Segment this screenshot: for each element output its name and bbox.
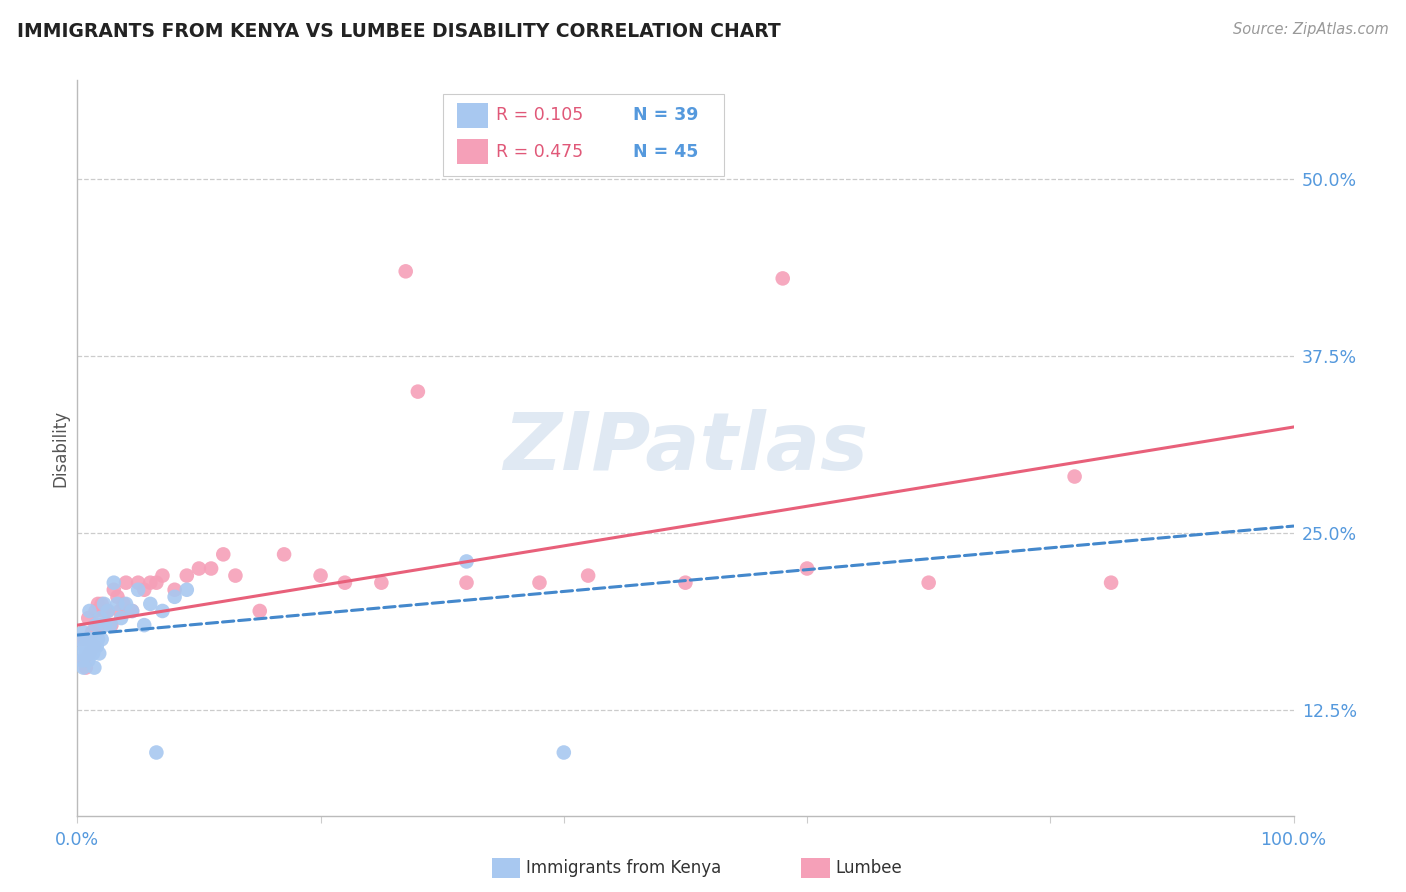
Point	[406, 384, 429, 399]
Point	[121, 604, 143, 618]
Point	[84, 618, 107, 632]
Point	[86, 640, 108, 654]
Point	[796, 561, 818, 575]
Point	[80, 640, 103, 654]
Point	[82, 647, 104, 661]
Point	[249, 604, 271, 618]
Point	[90, 597, 112, 611]
Point	[90, 632, 112, 647]
Point	[70, 653, 93, 667]
Point	[456, 554, 478, 568]
Point	[370, 575, 392, 590]
Point	[112, 597, 135, 611]
Point	[152, 568, 174, 582]
Point	[145, 746, 167, 760]
Y-axis label: Disability: Disability	[51, 409, 69, 487]
Point	[89, 618, 111, 632]
Point	[176, 582, 198, 597]
Point	[108, 604, 131, 618]
Point	[75, 660, 97, 674]
Point	[79, 647, 101, 661]
Point	[93, 604, 115, 618]
Point	[529, 575, 551, 590]
Point	[139, 575, 162, 590]
Point	[97, 604, 120, 618]
Text: R = 0.475: R = 0.475	[496, 143, 583, 161]
Point	[97, 604, 120, 618]
Point	[107, 590, 129, 604]
Point	[69, 632, 91, 647]
Point	[395, 264, 418, 278]
Point	[80, 625, 103, 640]
Point	[103, 582, 125, 597]
Point	[115, 575, 138, 590]
Point	[75, 647, 97, 661]
Point	[83, 640, 105, 654]
Point	[1099, 575, 1122, 590]
Point	[79, 604, 101, 618]
Point	[70, 647, 93, 661]
Point	[772, 271, 794, 285]
Point	[100, 618, 122, 632]
Point	[200, 561, 222, 575]
Point	[98, 618, 121, 632]
Point	[145, 575, 167, 590]
Text: ZIPatlas: ZIPatlas	[503, 409, 868, 487]
Point	[675, 575, 697, 590]
Point	[134, 582, 156, 597]
Point	[72, 625, 94, 640]
Point	[84, 604, 107, 618]
Point	[918, 575, 941, 590]
Point	[127, 582, 149, 597]
Point	[110, 611, 132, 625]
Text: IMMIGRANTS FROM KENYA VS LUMBEE DISABILITY CORRELATION CHART: IMMIGRANTS FROM KENYA VS LUMBEE DISABILI…	[17, 22, 780, 41]
Point	[79, 647, 101, 661]
Point	[127, 575, 149, 590]
Point	[76, 632, 98, 647]
Point	[152, 604, 174, 618]
Point	[72, 660, 94, 674]
Point	[224, 568, 246, 582]
Point	[188, 561, 211, 575]
Text: N = 45: N = 45	[633, 143, 697, 161]
Point	[115, 597, 138, 611]
Point	[89, 647, 111, 661]
Point	[134, 618, 156, 632]
Text: Lumbee: Lumbee	[835, 859, 901, 877]
Point	[553, 746, 575, 760]
Text: N = 39: N = 39	[633, 106, 697, 124]
Text: Source: ZipAtlas.com: Source: ZipAtlas.com	[1233, 22, 1389, 37]
Point	[576, 568, 599, 582]
Point	[77, 611, 100, 625]
Point	[83, 660, 105, 674]
Point	[70, 632, 93, 647]
Point	[121, 604, 143, 618]
Point	[103, 575, 125, 590]
Text: R = 0.105: R = 0.105	[496, 106, 583, 124]
Point	[273, 547, 295, 561]
Point	[87, 597, 110, 611]
Point	[93, 597, 115, 611]
Point	[107, 597, 129, 611]
Point	[1063, 469, 1085, 483]
Point	[309, 568, 332, 582]
Point	[73, 640, 96, 654]
Point	[80, 632, 103, 647]
Point	[89, 611, 111, 625]
Point	[72, 653, 94, 667]
Point	[94, 618, 117, 632]
Point	[87, 632, 110, 647]
Point	[139, 597, 162, 611]
Text: Immigrants from Kenya: Immigrants from Kenya	[526, 859, 721, 877]
Point	[163, 590, 186, 604]
Point	[333, 575, 356, 590]
Point	[456, 575, 478, 590]
Point	[212, 547, 235, 561]
Point	[76, 632, 98, 647]
Point	[176, 568, 198, 582]
Point	[163, 582, 186, 597]
Point	[77, 653, 100, 667]
